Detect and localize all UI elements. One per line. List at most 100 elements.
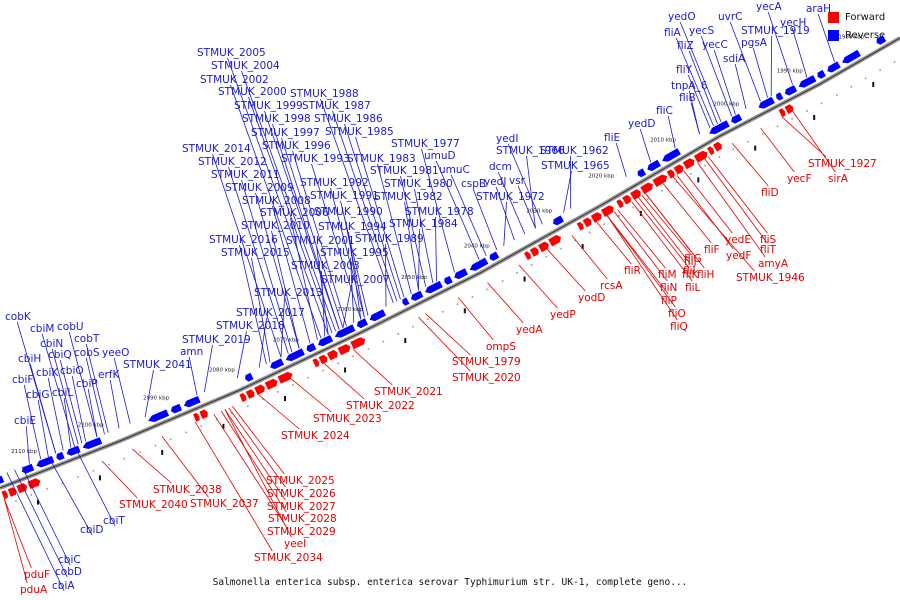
reverse-gene-label: STMUK_1982 (374, 191, 443, 203)
reverse-gene-leader (74, 445, 116, 527)
reverse-gene-label: cobS (74, 347, 100, 359)
forward-gene-arrow (582, 217, 592, 228)
reverse-gene-leader (212, 153, 282, 358)
reverse-gene-arrow (637, 168, 647, 178)
forward-gene-arrow (601, 205, 614, 217)
reverse-gene-leader (400, 175, 427, 287)
forward-gene-arrow (264, 378, 278, 390)
forward-gene-leader (697, 162, 766, 258)
reverse-gene-arrow (285, 348, 305, 362)
tick-major (872, 82, 875, 88)
reverse-gene-arrow (148, 409, 170, 422)
tick-dot (471, 296, 474, 298)
tick-dot (352, 355, 354, 358)
forward-gene-label: fliD (761, 187, 779, 199)
forward-gene-leader (418, 316, 471, 372)
forward-gene-arrow (277, 371, 293, 384)
forward-gene-arrow (652, 174, 668, 187)
reverse-gene-label: STMUK_1990 (314, 206, 383, 218)
forward-gene-label: STMUK_2026 (267, 488, 336, 500)
reverse-gene-arrow (318, 335, 334, 347)
reverse-gene-leader (230, 84, 322, 339)
reverse-gene-label: cbiM (30, 323, 54, 335)
reverse-gene-label: yedO (668, 11, 696, 23)
forward-gene-label: STMUK_1927 (808, 158, 877, 170)
tick-dot (262, 398, 264, 400)
forward-gene-arrow (523, 251, 532, 260)
reverse-gene-label: STMUK_1985 (325, 126, 394, 138)
tick-dot (732, 148, 734, 151)
forward-gene-arrow (254, 384, 265, 395)
reverse-gene-leader (526, 155, 536, 229)
reverse-gene-label: amn (180, 346, 203, 358)
reverse-gene-leader (450, 174, 487, 256)
forward-gene-leader (613, 211, 668, 282)
reverse-gene-leader (292, 150, 347, 327)
forward-gene-leader (606, 215, 669, 295)
tick-marks (15, 61, 896, 505)
forward-gene-leader (645, 193, 692, 253)
forward-gene-label: STMUK_2023 (313, 413, 382, 425)
forward-gene-label: yedE (725, 234, 751, 246)
forward-gene-arrow (1, 490, 8, 500)
reverse-gene-arrow (306, 343, 317, 353)
tick-dot (618, 215, 620, 217)
reverse-gene-arrow (469, 257, 489, 271)
reverse-gene-label: cbiN (40, 338, 63, 350)
reverse-gene-label: cbiP (76, 378, 98, 390)
tick-dot (530, 263, 533, 266)
forward-gene-leader (683, 170, 733, 234)
forward-gene-label: STMUK_2022 (346, 400, 415, 412)
reverse-gene-arrow (798, 75, 817, 88)
reverse-gene-label: STMUK_1919 (741, 25, 810, 37)
tick-dot (123, 457, 126, 460)
reverse-gene-label: fliY (676, 64, 693, 76)
reverse-gene-arrow (369, 309, 386, 322)
forward-gene-label: fliS (760, 234, 777, 246)
reverse-gene-leader (791, 27, 808, 78)
legend-forward: Forward (828, 8, 892, 26)
forward-gene-leader (194, 421, 273, 552)
tick-dot (820, 102, 823, 105)
reverse-gene-leader (228, 166, 289, 354)
tick-dot (791, 117, 793, 120)
tick-dot (704, 164, 706, 167)
reverse-gene-leader (385, 243, 387, 307)
scale-label: 2020 kbp (588, 173, 614, 179)
forward-gene-label: fliJ (684, 256, 697, 268)
tick-dot (776, 125, 779, 128)
reverse-gene-leader (113, 357, 131, 424)
forward-gene-arrow (337, 344, 351, 356)
reverse-gene-label: cbiC (58, 554, 81, 566)
reverse-gene-label: cbiO (60, 365, 84, 377)
reverse-gene-label: STMUK_1997 (251, 127, 320, 139)
tick-dot (864, 77, 867, 80)
forward-gene-leader (676, 174, 734, 250)
reverse-gene-leader (355, 136, 405, 298)
reverse-gene-leader (690, 102, 700, 135)
reverse-gene-leader (344, 123, 401, 300)
reverse-gene-leader (350, 257, 355, 323)
reverse-gene-label: STMUK_1987 (302, 100, 371, 112)
reverse-gene-label: fliB (679, 92, 696, 104)
reverse-gene-label: STMUK_2010 (241, 220, 310, 232)
forward-gene-leader (323, 363, 365, 400)
reverse-gene-label: STMUK_1993 (281, 153, 350, 165)
forward-gene-label: STMUK_2034 (254, 552, 323, 564)
forward-gene-label: fliH (697, 269, 714, 281)
reverse-gene-leader (204, 344, 213, 393)
reverse-gene-leader (241, 179, 293, 353)
scale-labels: 2110 kbp 2100 kbp 2090 kbp 2080 kbp 2070 kbp… (11, 34, 865, 455)
tick-dot (337, 362, 339, 365)
tick-dot (456, 303, 459, 306)
reverse-gene-label: cbiT (103, 515, 125, 527)
forward-gene-leader (571, 235, 608, 280)
reverse-gene-leader (37, 399, 49, 457)
forward-gene-leader (782, 116, 827, 158)
reverse-gene-leader (734, 63, 747, 109)
reverse-gene-label: STMUK_2017 (236, 307, 305, 319)
forward-swatch (828, 11, 839, 23)
reverse-gene-label: STMUK_1980 (384, 178, 453, 190)
forward-gene-arrow (693, 150, 708, 163)
reverse-gene-arrow (709, 120, 730, 134)
